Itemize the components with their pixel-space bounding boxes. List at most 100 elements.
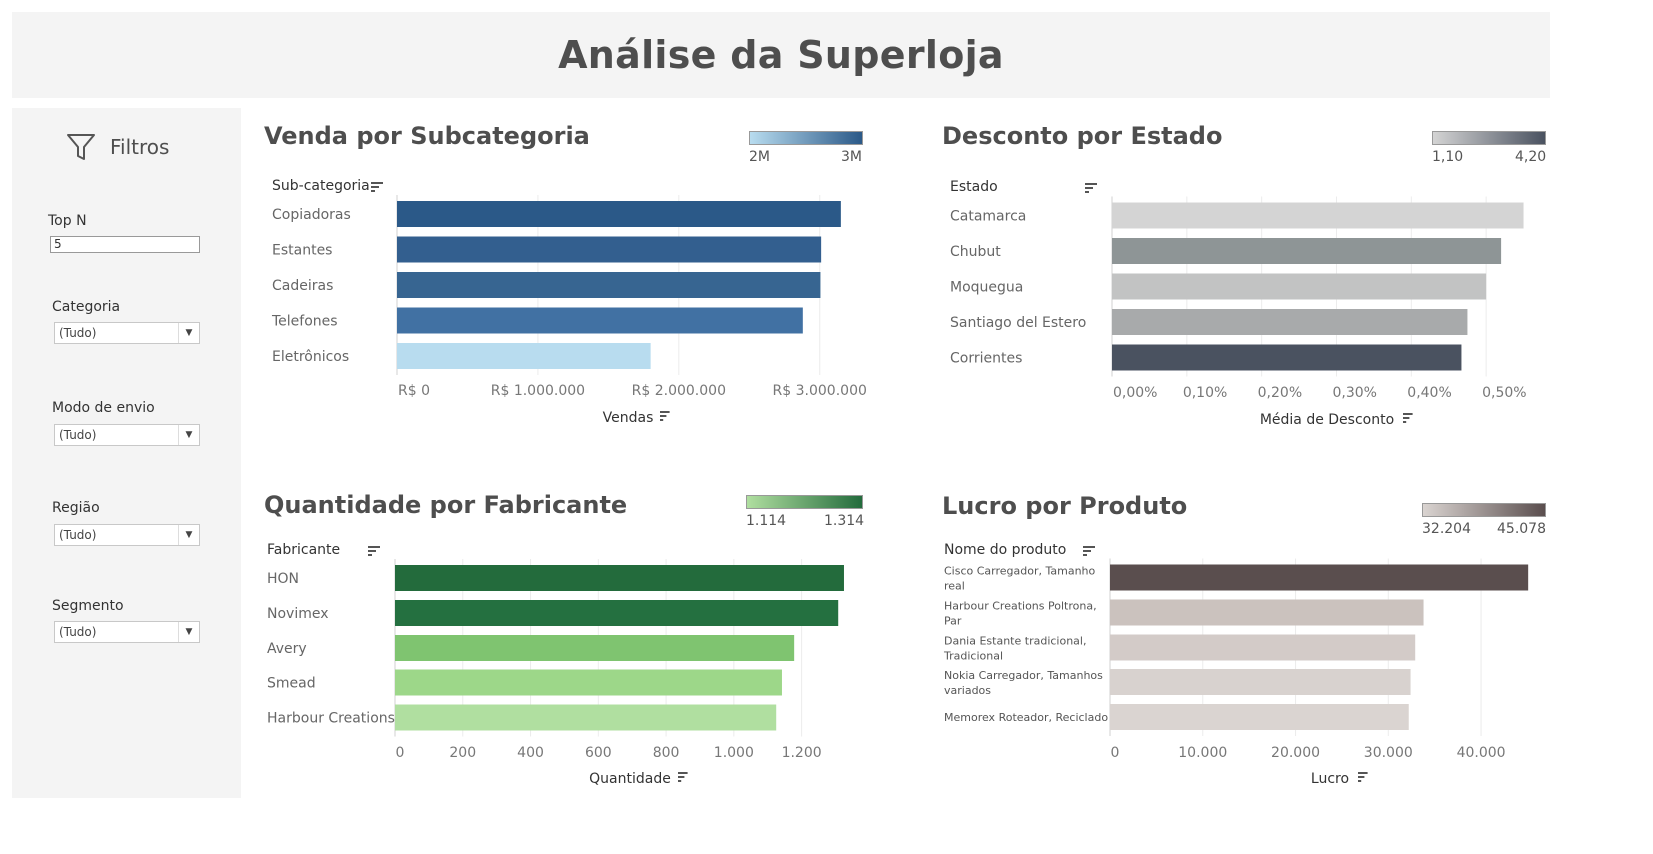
bar[interactable] [395, 635, 795, 661]
tick-label: 400 [517, 745, 544, 761]
tick-label: 200 [449, 745, 476, 761]
filter-label-modo-envio: Modo de envio [52, 400, 155, 416]
color-legend-quantidade [746, 495, 863, 509]
color-legend-vendas [749, 131, 863, 145]
x-axis-label: Vendas [603, 410, 654, 426]
funnel-icon [67, 134, 95, 160]
sort-icon [678, 780, 682, 782]
legend-min-label: 1,10 [1432, 149, 1464, 165]
topn-input[interactable]: 5 [50, 236, 200, 253]
x-axis-label: Lucro [1311, 771, 1349, 787]
regiao-dropdown[interactable]: (Tudo) ▼ [54, 524, 200, 546]
category-label: Avery [267, 641, 307, 657]
tick-label: R$ 0 [398, 383, 430, 399]
legend-max-label: 45.078 [1497, 521, 1546, 537]
legend-min-label: 2M [749, 149, 770, 165]
category-label: real [944, 580, 965, 593]
bar[interactable] [397, 201, 841, 227]
chart-title-quantidade: Quantidade por Fabricante [264, 491, 628, 519]
sort-icon[interactable] [371, 182, 383, 192]
legend-max-label: 1.314 [824, 513, 865, 529]
sort-icon[interactable] [1085, 183, 1097, 193]
bar[interactable] [395, 669, 782, 696]
tick-label: 800 [653, 745, 680, 761]
legend-min-label: 32.204 [1422, 521, 1471, 537]
tick-label: R$ 1.000.000 [491, 383, 585, 399]
bar[interactable] [1112, 344, 1462, 371]
chart-title-lucro: Lucro por Produto [942, 492, 1188, 520]
filters-label: Filtros [110, 135, 170, 159]
dashboard-title: Análise da Superloja [558, 33, 1004, 77]
bar[interactable] [395, 704, 777, 731]
tick-label: 0,30% [1332, 385, 1376, 401]
tick-label: 10.000 [1178, 745, 1227, 761]
bar[interactable] [1110, 634, 1416, 661]
bar[interactable] [1110, 564, 1529, 591]
chart-title-desconto: Desconto por Estado [942, 122, 1223, 150]
sort-icon [1358, 776, 1365, 778]
sort-icon [660, 411, 670, 413]
filter-label-segmento: Segmento [52, 598, 124, 614]
color-legend-desconto [1432, 131, 1546, 145]
categoria-value: (Tudo) [59, 326, 97, 340]
legend-max-label: 3M [841, 149, 862, 165]
bar[interactable] [395, 600, 839, 626]
category-header: Nome do produto [944, 542, 1067, 558]
categoria-dropdown[interactable]: (Tudo) ▼ [54, 322, 200, 344]
tick-label: R$ 3.000.000 [773, 383, 867, 399]
tick-label: 0,50% [1482, 385, 1526, 401]
category-label: Chubut [950, 244, 1001, 260]
sort-icon [1403, 413, 1413, 415]
bar[interactable] [1112, 309, 1468, 335]
bar[interactable] [1110, 599, 1424, 626]
category-label: Tradicional [943, 650, 1003, 663]
tick-label: 40.000 [1457, 745, 1506, 761]
bar[interactable] [1110, 704, 1409, 730]
bar[interactable] [397, 236, 822, 263]
bar[interactable] [1110, 669, 1411, 695]
category-header: Estado [950, 179, 998, 195]
category-label: Dania Estante tradicional, [944, 635, 1086, 648]
sort-icon [1358, 772, 1368, 774]
tick-label: 30.000 [1364, 745, 1413, 761]
category-label: Par [944, 615, 962, 628]
tick-label: 0 [1111, 745, 1120, 761]
bar[interactable] [397, 272, 821, 298]
category-header: Sub-categoria [272, 178, 370, 194]
tick-label: 1.200 [782, 745, 822, 761]
category-label: Santiago del Estero [950, 315, 1086, 331]
tick-label: 1.000 [714, 745, 754, 761]
bar[interactable] [395, 565, 844, 591]
bar[interactable] [1112, 273, 1487, 300]
chevron-down-icon[interactable]: ▼ [178, 525, 199, 545]
category-label: Estantes [272, 243, 332, 259]
bar[interactable] [397, 343, 651, 369]
modo-envio-dropdown[interactable]: (Tudo) ▼ [54, 424, 200, 446]
tick-label: 20.000 [1271, 745, 1320, 761]
regiao-value: (Tudo) [59, 528, 97, 542]
category-label: Eletrônicos [272, 349, 349, 365]
category-label: Cisco Carregador, Tamanho [944, 565, 1096, 578]
segmento-dropdown[interactable]: (Tudo) ▼ [54, 621, 200, 643]
tick-label: 0,10% [1183, 385, 1227, 401]
modo-envio-value: (Tudo) [59, 428, 97, 442]
bar[interactable] [1112, 238, 1502, 264]
sort-icon[interactable] [368, 546, 380, 556]
sort-icon [1403, 421, 1407, 423]
bar[interactable] [397, 307, 803, 334]
chevron-down-icon[interactable]: ▼ [178, 622, 199, 642]
sort-icon[interactable] [1083, 546, 1095, 556]
category-label: Memorex Roteador, Reciclado [944, 711, 1108, 724]
category-header: Fabricante [267, 542, 341, 558]
filters-sidebar: Filtros Top N 5 Categoria (Tudo) ▼ Modo … [12, 108, 241, 798]
category-label: Corrientes [950, 351, 1022, 367]
sort-icon [1403, 417, 1410, 419]
chevron-down-icon[interactable]: ▼ [178, 425, 199, 445]
x-axis-label: Média de Desconto [1260, 412, 1394, 428]
chart-title-vendas: Venda por Subcategoria [264, 122, 590, 150]
legend-max-label: 4,20 [1515, 149, 1547, 165]
category-label: Catamarca [950, 209, 1026, 225]
chevron-down-icon[interactable]: ▼ [178, 323, 199, 343]
bar[interactable] [1112, 202, 1524, 229]
